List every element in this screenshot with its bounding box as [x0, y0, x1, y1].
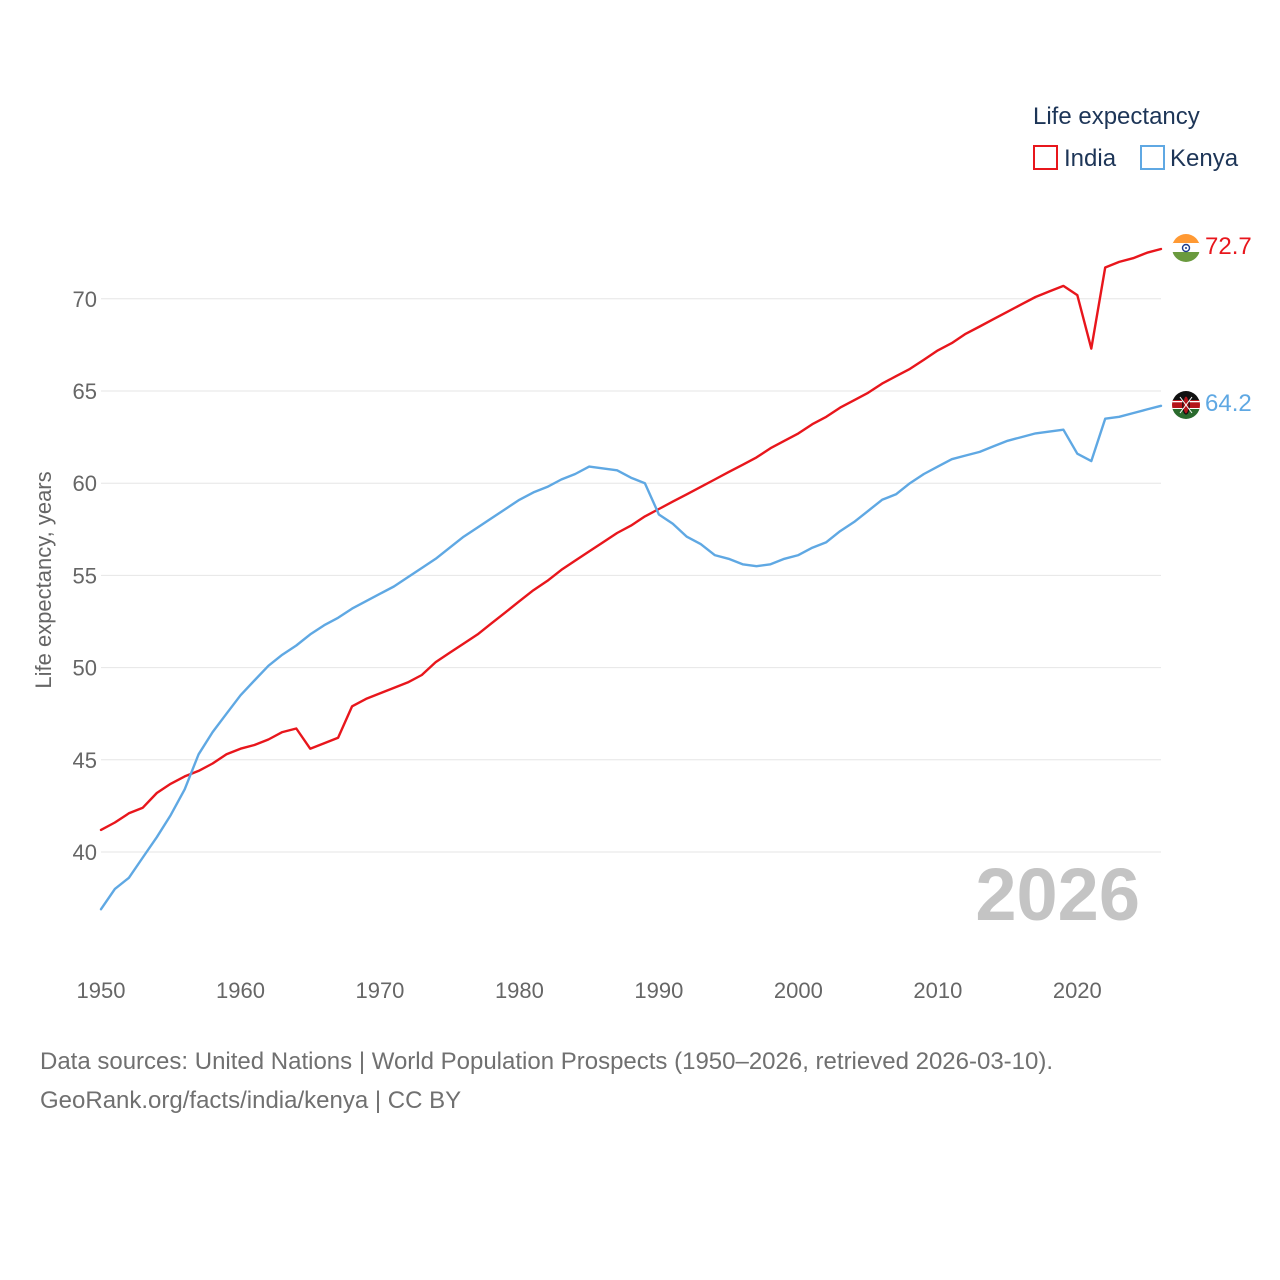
y-tick-45: 45: [73, 748, 97, 773]
legend-label-india: India: [1064, 145, 1117, 172]
x-tick-2020: 2020: [1053, 978, 1102, 1003]
attribution-text: GeoRank.org/facts/india/kenya | CC BY: [40, 1087, 462, 1114]
legend-swatch-india: [1033, 145, 1058, 170]
chart-footer: Data sources: United Nations | World Pop…: [40, 1042, 1053, 1120]
x-tick-1980: 1980: [495, 978, 544, 1003]
series-line-kenya: [99, 404, 1163, 911]
kenya-end-value: 64.2: [1205, 390, 1252, 417]
india-flag-icon: [1172, 234, 1200, 262]
y-tick-50: 50: [73, 656, 97, 681]
y-tick-55: 55: [73, 563, 97, 588]
x-tick-2010: 2010: [913, 978, 962, 1003]
year-annotation: 2026: [975, 853, 1140, 936]
x-tick-1960: 1960: [216, 978, 265, 1003]
legend-item-kenya[interactable]: Kenya: [1140, 145, 1239, 172]
x-axis-ticks: 1950 1960 1970 1980 1990 2000 2010 2020: [77, 978, 1102, 1003]
data-source-text: Data sources: United Nations | World Pop…: [40, 1048, 1054, 1075]
legend: Life expectancy India Kenya: [1033, 103, 1239, 172]
india-end-value: 72.7: [1205, 233, 1252, 260]
y-axis-label: Life expectancy, years: [31, 471, 56, 688]
x-tick-1990: 1990: [634, 978, 683, 1003]
legend-swatch-kenya: [1140, 145, 1165, 170]
y-tick-65: 65: [73, 379, 97, 404]
legend-item-india[interactable]: India: [1033, 145, 1117, 172]
kenya-flag-icon: [1172, 391, 1200, 419]
legend-label-kenya: Kenya: [1170, 145, 1239, 172]
y-tick-70: 70: [73, 287, 97, 312]
x-tick-1970: 1970: [355, 978, 404, 1003]
x-tick-1950: 1950: [77, 978, 126, 1003]
y-axis-ticks: 40 45 50 55 60 65 70: [73, 287, 97, 865]
y-tick-40: 40: [73, 840, 97, 865]
life-expectancy-chart: 40 45 50 55 60 65 70 1950 1960 1970 1980 1990 2000 2…: [31, 103, 1252, 1003]
series-line-india: [99, 247, 1163, 832]
series-lines: [99, 247, 1163, 911]
legend-title: Life expectancy: [1033, 103, 1200, 130]
x-tick-2000: 2000: [774, 978, 823, 1003]
gridlines: [101, 298, 1161, 853]
y-tick-60: 60: [73, 471, 97, 496]
